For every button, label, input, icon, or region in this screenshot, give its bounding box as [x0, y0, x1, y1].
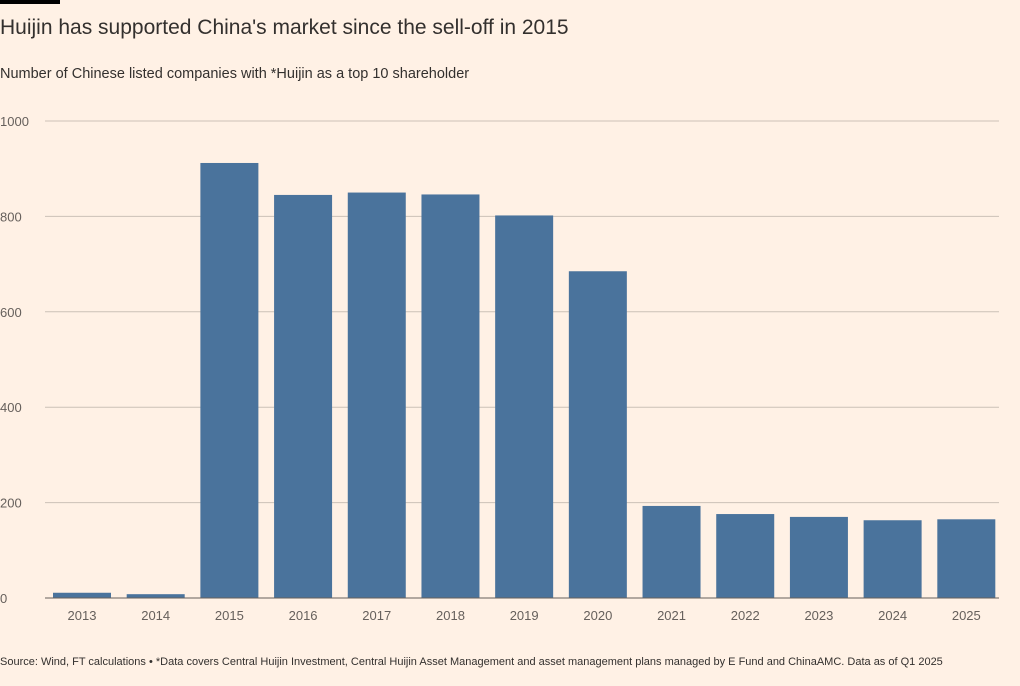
bar-2021	[642, 505, 701, 598]
chart-title: Huijin has supported China's market sinc…	[0, 16, 569, 39]
bar-2020	[568, 271, 627, 598]
x-tick-label: 2021	[657, 608, 686, 623]
bar-2013	[53, 592, 111, 598]
x-tick-label: 2020	[583, 608, 612, 623]
bar-2025	[937, 519, 996, 598]
y-tick-label: 0	[0, 591, 7, 606]
x-tick-label: 2023	[804, 608, 833, 623]
y-tick-label: 400	[0, 400, 22, 415]
bar-2019	[495, 215, 554, 599]
brand-top-bar	[0, 0, 60, 4]
bar-2018	[421, 194, 480, 598]
y-tick-label: 200	[0, 496, 22, 511]
bar-chart: 0 200 400 600 800 1000 2013 2014 2015 2016 2017 201…	[0, 114, 999, 623]
y-tick-label: 600	[0, 305, 22, 320]
chart-subtitle: Number of Chinese listed companies with …	[0, 66, 470, 82]
bar-2015	[200, 162, 259, 598]
x-tick-label: 2019	[510, 608, 539, 623]
bar-2023	[789, 516, 848, 598]
bar-2017	[347, 192, 406, 599]
x-tick-label: 2022	[731, 608, 760, 623]
bar-2016	[274, 194, 333, 598]
x-tick-label: 2018	[436, 608, 465, 623]
x-tick-label: 2015	[215, 608, 244, 623]
bar-2014	[126, 594, 185, 598]
bar-2022	[716, 514, 775, 598]
x-tick-label: 2013	[68, 608, 97, 623]
x-tick-label: 2024	[878, 608, 907, 623]
x-tick-label: 2017	[362, 608, 391, 623]
bar-2024	[863, 520, 922, 598]
y-tick-label: 1000	[0, 114, 29, 129]
y-tick-label: 800	[0, 209, 22, 224]
x-tick-label: 2016	[289, 608, 318, 623]
x-tick-label: 2014	[141, 608, 170, 623]
x-tick-label: 2025	[952, 608, 981, 623]
source-note: Source: Wind, FT calculations • *Data co…	[0, 656, 943, 668]
